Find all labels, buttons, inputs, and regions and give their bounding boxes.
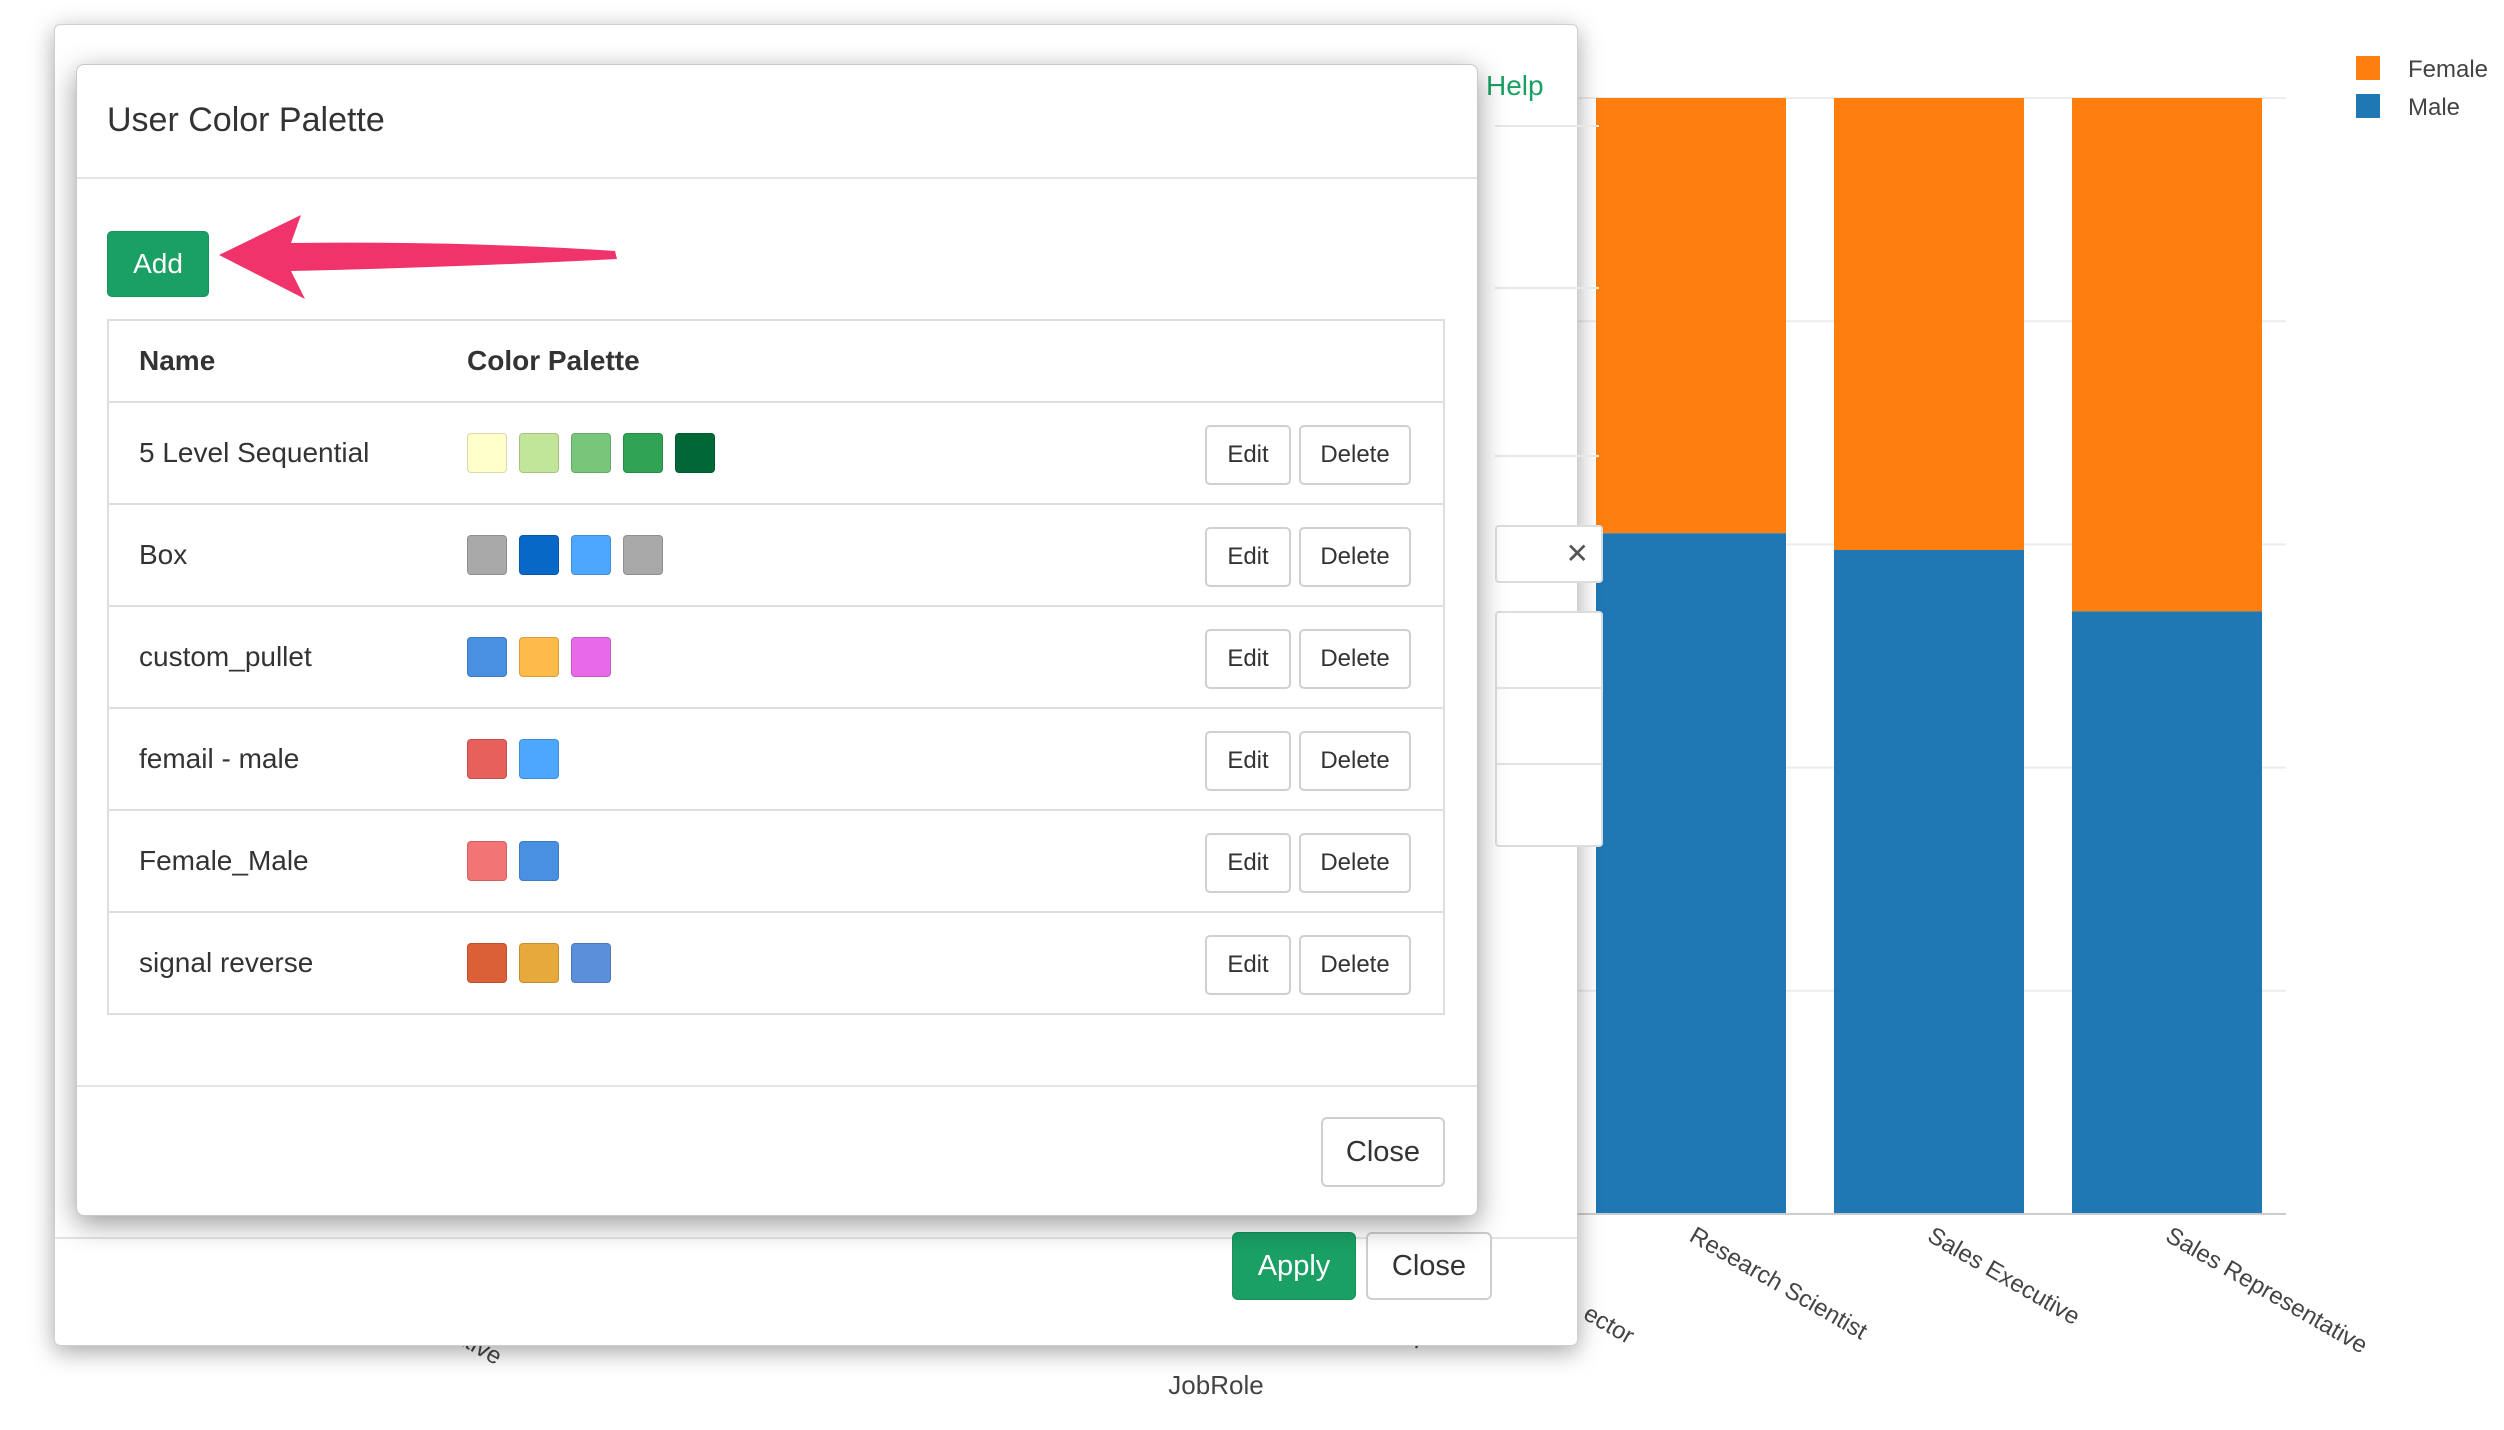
modal-title: User Color Palette [107, 101, 385, 139]
table-header: Name Color Palette [109, 321, 1443, 403]
table-row: signal reverse Edit Delete [109, 913, 1443, 1013]
color-swatch [519, 535, 559, 575]
bar-male [2072, 611, 2262, 1214]
x-tick-label: Sales Executive [1923, 1222, 2084, 1331]
edit-button[interactable]: Edit [1205, 731, 1291, 791]
color-swatch [467, 433, 507, 473]
color-swatch [571, 433, 611, 473]
color-swatch [467, 841, 507, 881]
color-swatch [519, 739, 559, 779]
color-swatch [519, 841, 559, 881]
edit-button[interactable]: Edit [1205, 935, 1291, 995]
delete-button[interactable]: Delete [1299, 629, 1411, 689]
outer-close-button[interactable]: Close [1366, 1232, 1492, 1300]
palette-rows: 5 Level Sequential Edit Delete Box Edit Delet… [109, 403, 1443, 1013]
column-header-color-palette: Color Palette [467, 345, 640, 376]
color-swatches [467, 943, 611, 983]
edit-button[interactable]: Edit [1205, 629, 1291, 689]
bar-female [1834, 98, 2024, 550]
divider [1495, 125, 1599, 127]
bar-male [1596, 533, 1786, 1214]
edit-button[interactable]: Edit [1205, 425, 1291, 485]
delete-button[interactable]: Delete [1299, 731, 1411, 791]
color-swatch [467, 535, 507, 575]
pointer-arrow-icon [219, 215, 617, 299]
setting-list-box [1495, 611, 1603, 847]
color-swatch [571, 637, 611, 677]
bar-female [1596, 98, 1786, 534]
color-swatch [623, 433, 663, 473]
apply-button[interactable]: Apply [1232, 1232, 1356, 1300]
user-color-palette-modal: User Color Palette Add Name Color Palett… [76, 64, 1478, 1216]
color-swatch [467, 943, 507, 983]
x-tick-labels: Research Scientist Sales Executive Sales R… [1685, 1222, 2372, 1359]
palette-name: custom_pullet [139, 641, 312, 672]
divider [1495, 455, 1599, 457]
delete-button[interactable]: Delete [1299, 425, 1411, 485]
x-axis-title: JobRole [1168, 1370, 1263, 1400]
chart-bars [1596, 98, 2262, 1214]
divider [1495, 287, 1599, 289]
divider [1497, 763, 1601, 765]
color-swatch [467, 637, 507, 677]
palette-name: femail - male [139, 743, 300, 774]
x-tick-label: Sales Representative [2161, 1222, 2372, 1359]
color-swatch [519, 433, 559, 473]
bar-female [2072, 98, 2262, 612]
legend-label-female: Female [2408, 56, 2488, 83]
color-swatch [623, 535, 663, 575]
delete-button[interactable]: Delete [1299, 527, 1411, 587]
add-palette-button[interactable]: Add [107, 231, 209, 297]
color-swatch [571, 535, 611, 575]
delete-button[interactable]: Delete [1299, 935, 1411, 995]
color-swatch [519, 943, 559, 983]
modal-header-divider [77, 177, 1477, 179]
color-swatches [467, 433, 715, 473]
delete-button[interactable]: Delete [1299, 833, 1411, 893]
edit-button[interactable]: Edit [1205, 527, 1291, 587]
table-row: 5 Level Sequential Edit Delete [109, 403, 1443, 505]
table-row: femail - male Edit Delete [109, 709, 1443, 811]
dialog-footer-divider [55, 1237, 1577, 1239]
modal-close-button[interactable]: Close [1321, 1117, 1445, 1187]
partial-tick-label: ector [1579, 1300, 1639, 1350]
color-swatches [467, 637, 611, 677]
edit-button[interactable]: Edit [1205, 833, 1291, 893]
legend-swatch-female [2356, 56, 2380, 80]
color-swatches [467, 739, 559, 779]
palette-name: signal reverse [139, 947, 314, 978]
color-swatches [467, 841, 559, 881]
palette-name: Female_Male [139, 845, 309, 876]
color-swatch [519, 637, 559, 677]
color-swatch [467, 739, 507, 779]
table-row: Box Edit Delete [109, 505, 1443, 607]
palette-table: Name Color Palette 5 Level Sequential Edi… [107, 319, 1445, 1015]
table-row: Female_Male Edit Delete [109, 811, 1443, 913]
divider [1497, 687, 1601, 689]
legend-label-male: Male [2408, 94, 2460, 121]
chart-legend: Female Male [2356, 56, 2488, 121]
color-swatches [467, 535, 663, 575]
palette-name: 5 Level Sequential [139, 437, 370, 468]
color-swatch [571, 943, 611, 983]
help-link[interactable]: Help [1486, 70, 1544, 101]
table-row: custom_pullet Edit Delete [109, 607, 1443, 709]
column-header-name: Name [139, 345, 216, 376]
clear-icon[interactable]: ✕ [1565, 538, 1589, 569]
setting-input[interactable]: ✕ [1495, 525, 1603, 583]
legend-swatch-male [2356, 94, 2380, 118]
bar-male [1834, 549, 2024, 1214]
palette-name: Box [139, 539, 188, 570]
x-tick-label: Research Scientist [1685, 1222, 1872, 1346]
modal-footer-divider [77, 1085, 1477, 1087]
color-swatch [675, 433, 715, 473]
